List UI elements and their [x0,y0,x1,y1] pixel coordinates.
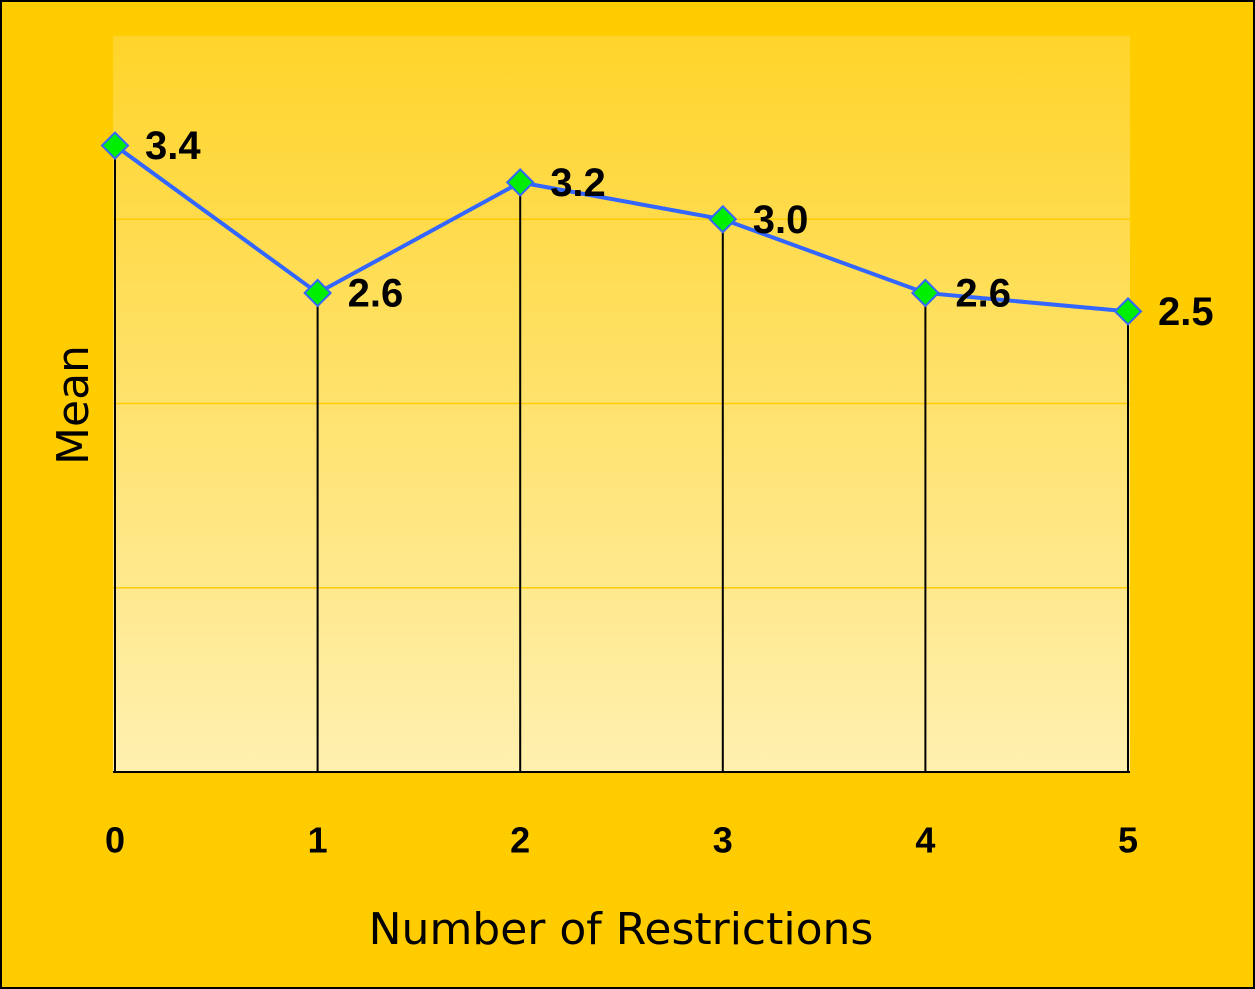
marker [303,278,333,308]
value-label: 2.6 [348,272,404,316]
marker [910,278,940,308]
x-tick-label: 1 [308,820,328,861]
marker [1113,296,1143,326]
line [113,143,1129,314]
y-axis-title: Mean [48,345,99,465]
value-label: 3.2 [550,161,606,205]
marker [100,131,130,160]
marker [505,167,535,197]
value-label: 2.5 [1158,290,1214,334]
x-tick-label: 0 [105,820,125,861]
value-label: 3.4 [145,124,201,168]
value-label: 2.6 [955,272,1011,316]
x-tick-label: 3 [713,820,733,861]
x-tick-label: 4 [915,820,935,861]
marker [708,204,738,234]
value-label: 3.0 [753,198,809,242]
x-tick-label: 5 [1118,820,1138,861]
x-tick-label: 2 [510,820,530,861]
x-axis-title: Number of Restrictions [369,904,874,955]
